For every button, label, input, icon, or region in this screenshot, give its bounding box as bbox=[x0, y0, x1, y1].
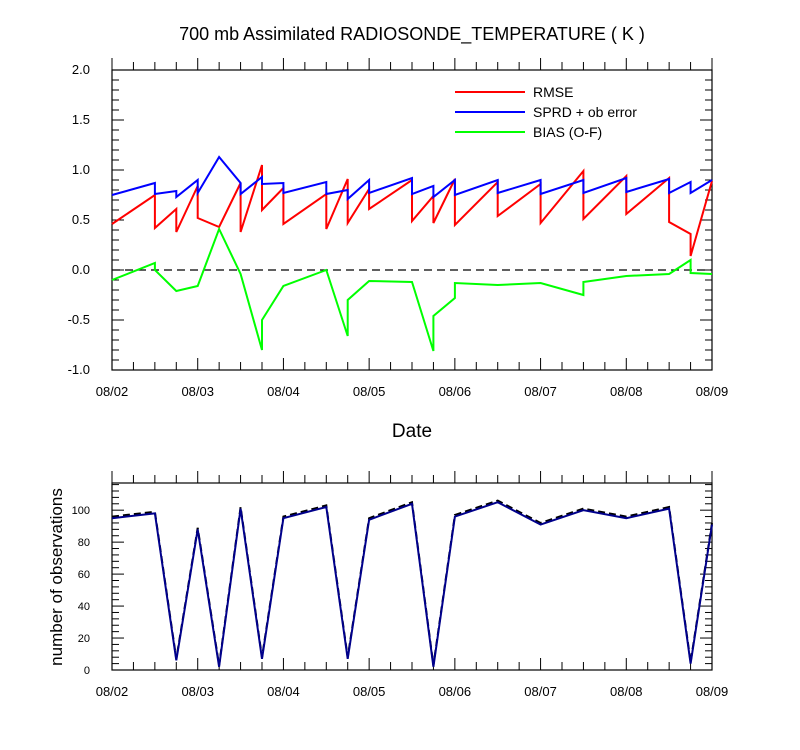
top-y-tick-label: 0.5 bbox=[72, 212, 90, 227]
top-panel: 700 mb Assimilated RADIOSONDE_TEMPERATUR… bbox=[68, 24, 729, 442]
bottom-ticks bbox=[111, 471, 713, 671]
bottom-y-tick-labels: 100 80 60 40 20 0 bbox=[72, 505, 90, 677]
bottom-y-tick-label: 60 bbox=[78, 569, 90, 581]
bottom-x-tick-label: 08/06 bbox=[439, 684, 472, 699]
legend: RMSE SPRD + ob error BIAS (O-F) bbox=[455, 84, 637, 140]
y-axis-title-observations: number of observations bbox=[47, 488, 66, 666]
bottom-x-tick-label: 08/02 bbox=[96, 684, 129, 699]
bottom-x-tick-label: 08/08 bbox=[610, 684, 643, 699]
legend-label: SPRD + ob error bbox=[533, 104, 637, 120]
top-y-tick-label: -1.0 bbox=[68, 362, 90, 377]
chart-title: 700 mb Assimilated RADIOSONDE_TEMPERATUR… bbox=[179, 24, 645, 45]
legend-label: RMSE bbox=[533, 84, 573, 100]
legend-label: BIAS (O-F) bbox=[533, 124, 602, 140]
bottom-y-tick-label: 100 bbox=[72, 505, 90, 517]
top-x-tick-label: 08/09 bbox=[696, 384, 729, 399]
top-x-tick-label: 08/02 bbox=[96, 384, 129, 399]
top-y-tick-label: 2.0 bbox=[72, 62, 90, 77]
series-line-observations-solid bbox=[111, 501, 713, 667]
x-axis-title: Date bbox=[392, 421, 432, 442]
top-x-tick-label: 08/07 bbox=[524, 384, 557, 399]
top-y-tick-label: 1.5 bbox=[72, 112, 90, 127]
top-x-tick-label: 08/05 bbox=[353, 384, 386, 399]
top-x-tick-label: 08/03 bbox=[181, 384, 214, 399]
bottom-series bbox=[111, 499, 713, 667]
top-x-tick-label: 08/08 bbox=[610, 384, 643, 399]
top-y-tick-labels: 2.0 1.5 1.0 0.5 0.0 -0.5 -1.0 bbox=[68, 62, 90, 377]
bottom-x-tick-label: 08/07 bbox=[524, 684, 557, 699]
top-y-tick-label: 1.0 bbox=[72, 162, 90, 177]
top-ticks bbox=[111, 58, 713, 371]
bottom-x-tick-labels: 08/02 08/03 08/04 08/05 08/06 08/07 08/08 08/09 bbox=[96, 684, 729, 699]
bottom-y-tick-label: 80 bbox=[78, 537, 90, 549]
bottom-y-tick-label: 40 bbox=[78, 601, 90, 613]
bottom-x-tick-label: 08/09 bbox=[696, 684, 729, 699]
bottom-x-tick-label: 08/04 bbox=[267, 684, 300, 699]
bottom-y-tick-label: 0 bbox=[84, 665, 90, 677]
series-line-observations-dashed bbox=[111, 499, 713, 666]
top-x-tick-label: 08/06 bbox=[439, 384, 472, 399]
series-line-sprd-ob-error bbox=[111, 155, 713, 202]
top-x-tick-labels: 08/02 08/03 08/04 08/05 08/06 08/07 08/08 08/09 bbox=[96, 384, 729, 399]
bottom-x-tick-label: 08/05 bbox=[353, 684, 386, 699]
series-line-rmse bbox=[111, 164, 713, 257]
bottom-y-tick-label: 20 bbox=[78, 633, 90, 645]
bottom-x-tick-label: 08/03 bbox=[181, 684, 214, 699]
top-y-tick-label: -0.5 bbox=[68, 312, 90, 327]
series-line-bias-o-f bbox=[111, 226, 713, 352]
top-x-tick-label: 08/04 bbox=[267, 384, 300, 399]
top-y-tick-label: 0.0 bbox=[72, 262, 90, 277]
top-series bbox=[111, 155, 713, 352]
